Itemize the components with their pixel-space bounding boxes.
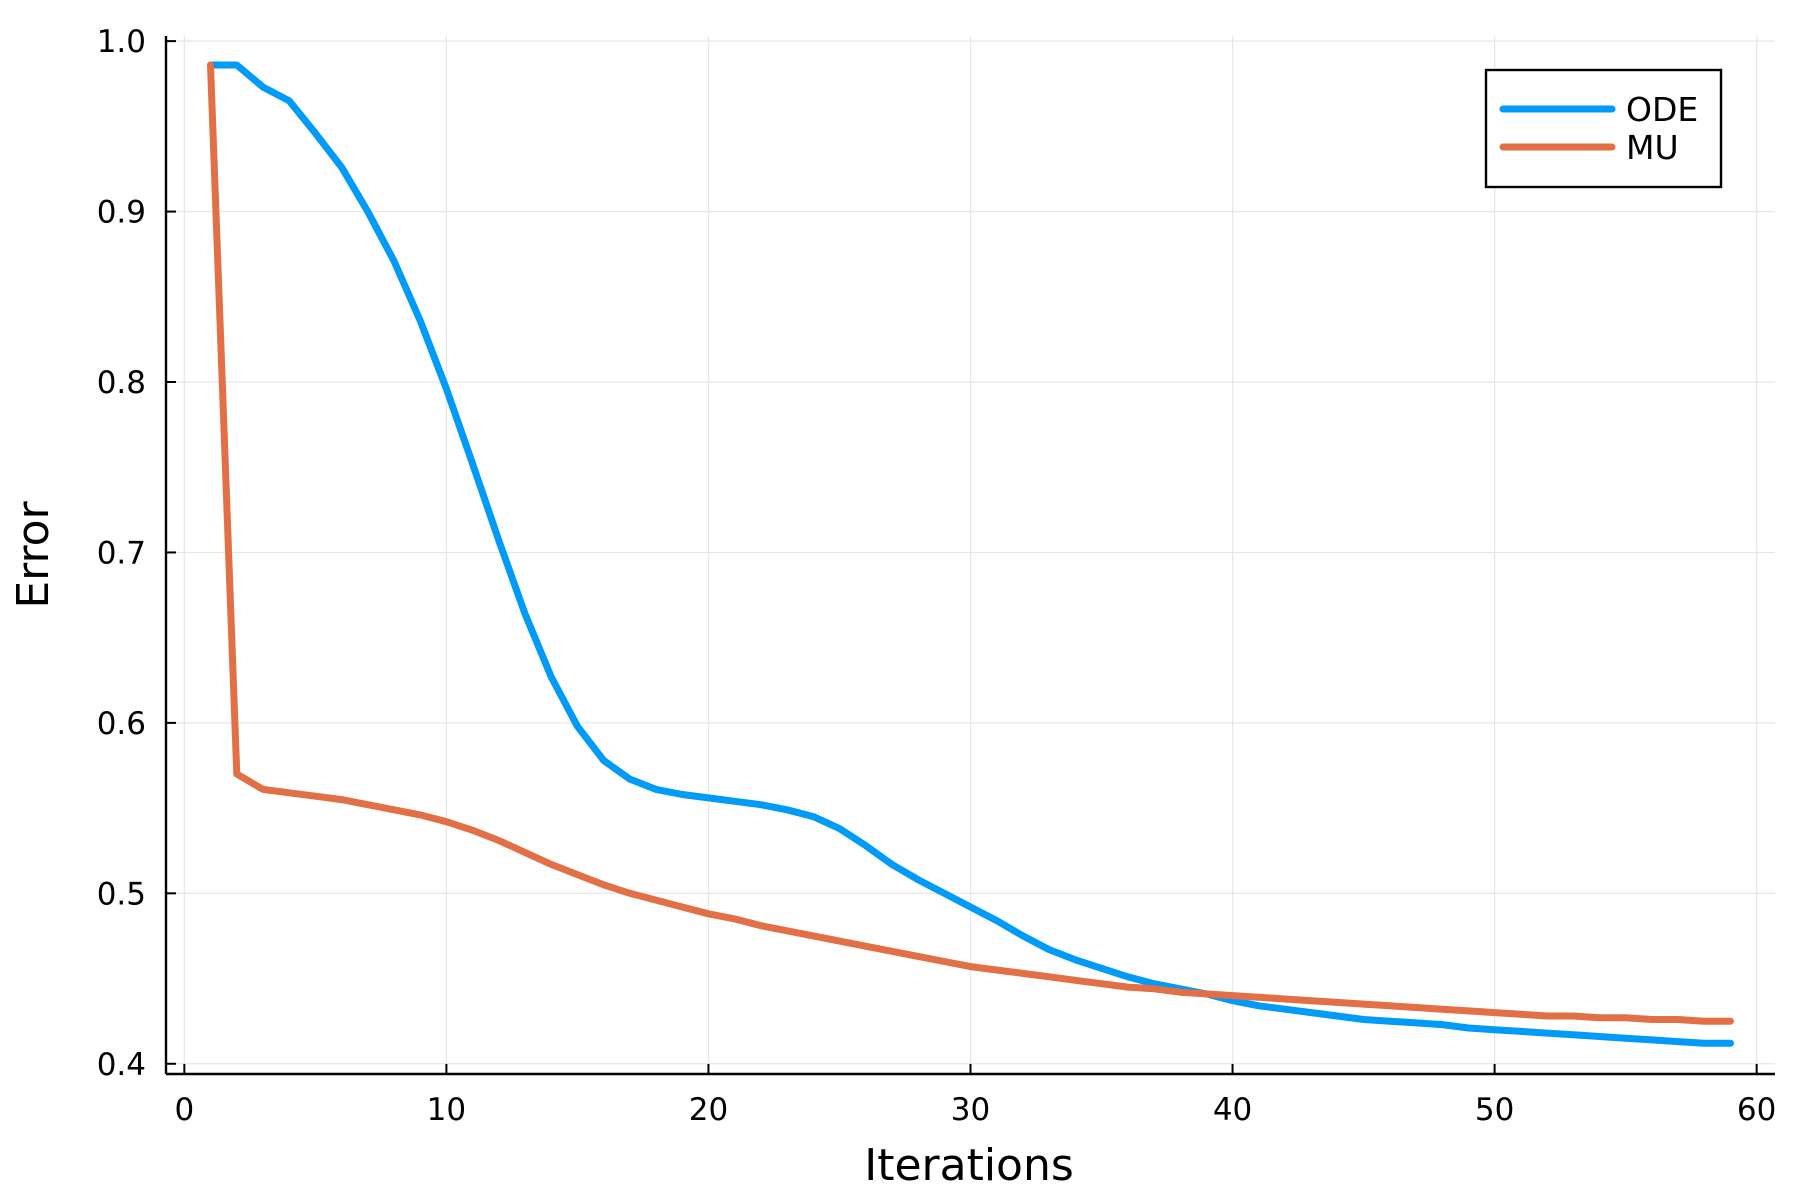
series-line-ode (207, 61, 1734, 1047)
legend-label-mu: MU (1626, 128, 1679, 167)
y-tick-label: 0.4 (97, 1047, 146, 1083)
y-tick-label: 0.5 (97, 876, 146, 912)
legend: ODE MU (1484, 68, 1723, 189)
x-axis-title: Iterations (864, 1140, 1074, 1191)
series-line-mu (207, 61, 1734, 1025)
y-tick-label: 0.7 (97, 535, 146, 571)
x-tick-label: 50 (1475, 1092, 1514, 1128)
y-axis-title: Error (8, 500, 59, 608)
tick-labels: 0 10 20 30 40 50 60 0.4 0.5 0.6 0.7 0.8 0.9 1.0 (97, 24, 1777, 1128)
x-tick-label: 0 (174, 1092, 194, 1128)
y-tick-label: 1.0 (97, 24, 146, 60)
x-tick-label: 40 (1213, 1092, 1252, 1128)
x-tick-label: 30 (951, 1092, 990, 1128)
legend-box (1484, 68, 1723, 189)
x-tick-label: 60 (1737, 1092, 1776, 1128)
series-lines (207, 61, 1734, 1047)
legend-label-ode: ODE (1626, 90, 1698, 129)
x-tick-label: 20 (689, 1092, 728, 1128)
y-tick-label: 0.8 (97, 365, 146, 401)
x-tick-label: 10 (427, 1092, 466, 1128)
y-tick-label: 0.9 (97, 195, 146, 231)
y-tick-label: 0.6 (97, 706, 146, 742)
grid (166, 36, 1775, 1074)
